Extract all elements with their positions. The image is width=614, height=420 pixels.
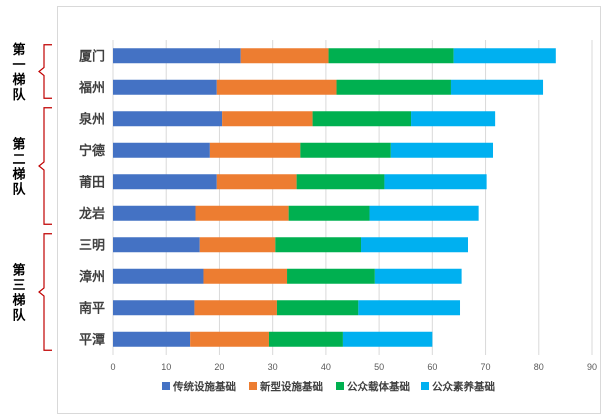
legend-swatch-2 <box>336 382 344 390</box>
tier-label-char-0-2: 梯 <box>12 72 25 88</box>
bar-2-2 <box>312 111 412 127</box>
tier-label-char-2-2: 梯 <box>12 293 25 309</box>
x-axis-ticks: 0 10 20 30 40 50 60 70 80 90 <box>110 362 597 372</box>
legend-swatch-0 <box>162 382 170 390</box>
bar-3-2 <box>300 142 391 158</box>
category-label-4: 莆田 <box>79 174 105 190</box>
bar-6-3 <box>361 237 468 253</box>
tier-bracket-1 <box>38 107 52 225</box>
legend-label-1: 新型设施基础 <box>260 380 323 393</box>
bar-7-1 <box>203 268 288 284</box>
category-label-2: 泉州 <box>79 111 105 127</box>
legend-swatch-3 <box>421 382 429 390</box>
bar-1-1 <box>216 79 337 95</box>
tier-label-char-0-0: 第 <box>12 42 25 58</box>
category-label-9: 平潭 <box>79 333 105 348</box>
category-label-3: 宁德 <box>79 143 105 159</box>
bar-0-0 <box>113 48 241 64</box>
bar-6-1 <box>199 237 276 253</box>
tier-label-char-0-1: 一 <box>12 58 25 73</box>
bar-6-0 <box>113 237 200 253</box>
bar-4-0 <box>113 174 217 190</box>
tier-label-char-1-1: 二 <box>12 153 25 168</box>
bar-1-2 <box>336 79 451 95</box>
tick-label-6: 60 <box>427 362 437 372</box>
bar-7-3 <box>374 268 462 284</box>
bar-8-0 <box>113 300 195 316</box>
bar-8-1 <box>194 300 277 316</box>
tick-label-7: 70 <box>481 362 491 372</box>
tier-label-char-0-3: 队 <box>12 88 26 103</box>
tick-label-9: 90 <box>587 362 597 372</box>
bar-9-0 <box>113 331 191 347</box>
bar-0-3 <box>453 48 556 64</box>
tier-bracket-2 <box>38 233 52 351</box>
bar-2-0 <box>113 111 223 127</box>
bar-1-3 <box>450 79 544 95</box>
bar-9-1 <box>190 331 269 347</box>
tick-label-5: 50 <box>374 362 384 372</box>
tick-label-8: 80 <box>534 362 544 372</box>
category-label-0: 厦门 <box>79 48 105 64</box>
tier-label-char-1-0: 第 <box>12 137 25 153</box>
bar-5-2 <box>288 205 370 221</box>
tier-label-char-1-2: 梯 <box>12 167 25 183</box>
bar-0-2 <box>328 48 454 64</box>
category-label-5: 龙岩 <box>79 206 105 222</box>
bar-3-1 <box>209 142 301 158</box>
tick-label-1: 10 <box>161 362 171 372</box>
tick-label-4: 40 <box>321 362 331 372</box>
bar-2-3 <box>411 111 496 127</box>
bar-4-3 <box>384 174 487 190</box>
bar-2-1 <box>222 111 313 127</box>
bar-3-3 <box>390 142 494 158</box>
legend: 传统设施基础 新型设施基础 公众载体基础 公众素养基础 <box>162 380 495 393</box>
bars <box>113 48 556 347</box>
legend-label-0: 传统设施基础 <box>172 380 236 393</box>
bar-7-2 <box>287 268 375 284</box>
bar-5-0 <box>113 205 196 221</box>
category-label-6: 三明 <box>79 238 105 253</box>
tier-bracket-0 <box>38 44 52 99</box>
tier-label-char-1-3: 队 <box>12 183 26 198</box>
category-label-8: 南平 <box>79 300 105 316</box>
bar-9-3 <box>342 331 433 347</box>
tier-label-char-2-0: 第 <box>12 263 25 279</box>
bar-5-1 <box>195 205 289 221</box>
bar-4-1 <box>216 174 297 190</box>
tick-label-2: 20 <box>214 362 224 372</box>
legend-label-3: 公众素养基础 <box>432 380 495 393</box>
bar-5-3 <box>369 205 479 221</box>
tick-label-3: 30 <box>268 362 278 372</box>
legend-label-2: 公众载体基础 <box>347 380 410 393</box>
bar-7-0 <box>113 268 204 284</box>
category-label-1: 福州 <box>78 80 105 96</box>
tick-label-0: 0 <box>110 362 115 372</box>
tier-label-char-2-3: 队 <box>12 309 26 324</box>
bar-4-2 <box>296 174 385 190</box>
bar-6-2 <box>275 237 362 253</box>
legend-swatch-1 <box>249 382 257 390</box>
bar-8-3 <box>358 300 461 316</box>
bar-1-0 <box>113 79 217 95</box>
category-label-7: 漳州 <box>79 269 105 285</box>
tier-label-char-2-1: 三 <box>12 279 25 294</box>
bar-9-2 <box>268 331 343 347</box>
bar-0-1 <box>240 48 329 64</box>
bar-3-0 <box>113 142 210 158</box>
bar-8-2 <box>276 300 359 316</box>
